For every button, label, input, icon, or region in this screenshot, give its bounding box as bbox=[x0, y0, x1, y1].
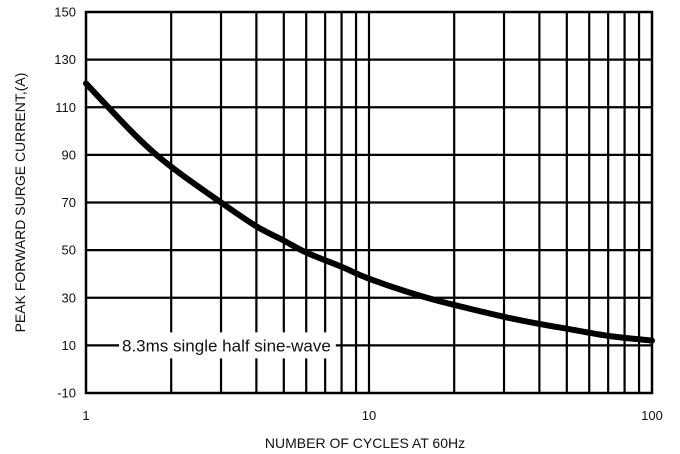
y-tick-labels: 150 130 110 90 70 50 30 10 -10 bbox=[54, 5, 76, 401]
y-tick-label: 150 bbox=[54, 5, 76, 20]
series-line bbox=[83, 80, 655, 344]
x-tick-label: 100 bbox=[641, 408, 663, 423]
grid-lines bbox=[86, 12, 652, 393]
y-tick-label: 90 bbox=[62, 147, 76, 162]
annotation-background bbox=[119, 332, 336, 359]
y-axis-label: PEAK FORWARD SURGE CURRENT,(A) bbox=[12, 73, 28, 333]
y-tick-label: 50 bbox=[62, 243, 76, 258]
x-tick-label: 1 bbox=[82, 408, 89, 423]
annotation-label: 8.3ms single half sine-wave bbox=[122, 336, 331, 355]
x-tick-label: 10 bbox=[362, 408, 376, 423]
y-tick-label: 110 bbox=[55, 100, 76, 115]
series-group bbox=[83, 80, 655, 344]
y-tick-label: 10 bbox=[62, 338, 76, 353]
y-tick-label: -10 bbox=[57, 386, 76, 401]
x-axis-label: NUMBER OF CYCLES AT 60Hz bbox=[265, 435, 465, 451]
x-tick-labels: 1 10 100 bbox=[82, 408, 662, 423]
y-tick-label: 70 bbox=[62, 195, 76, 210]
y-tick-label: 30 bbox=[62, 290, 76, 305]
plot-frame bbox=[84, 10, 654, 395]
y-tick-label: 130 bbox=[54, 52, 76, 67]
